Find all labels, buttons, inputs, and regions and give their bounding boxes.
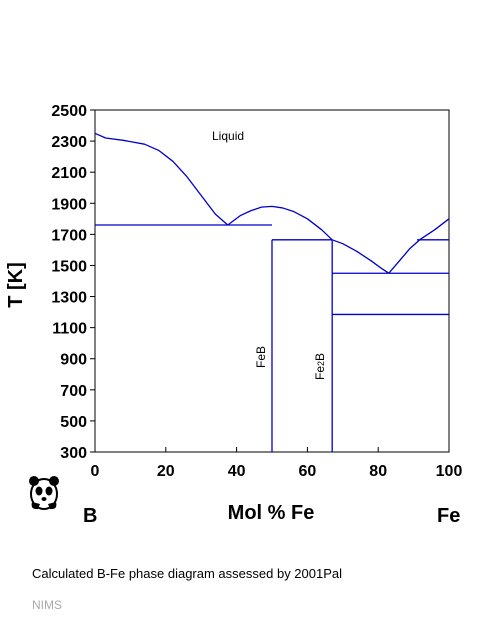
liquidus-line — [388, 218, 450, 274]
fe2b-label-fe: Fe — [313, 366, 327, 380]
phase-boundaries — [94, 132, 450, 452]
y-tick-label: 1500 — [51, 258, 87, 275]
left-endpoint-label: B — [83, 505, 97, 527]
y-tick-label: 500 — [60, 414, 87, 431]
x-tick-label: 100 — [436, 463, 463, 480]
liquidus-line — [94, 132, 229, 226]
y-axis-title: T [K] — [5, 262, 27, 308]
y-tick-label: 2100 — [51, 165, 87, 182]
y-tick-label: 700 — [60, 383, 87, 400]
y-tick-label: 900 — [60, 352, 87, 369]
fe2b-label-b: B — [313, 353, 327, 361]
y-tick-label: 300 — [60, 445, 87, 462]
credit-label: NIMS — [32, 598, 62, 612]
liquidus-line — [227, 205, 333, 241]
x-axis-title: Mol % Fe — [228, 502, 315, 524]
axis-ticks: 3005007009001100130015001700190021002300… — [51, 103, 462, 480]
figure-caption: Calculated B-Fe phase diagram assessed b… — [32, 566, 343, 581]
x-tick-label: 0 — [91, 463, 100, 480]
liquidus-line — [331, 239, 390, 274]
liquid-label: Liquid — [212, 129, 244, 143]
x-tick-label: 20 — [157, 463, 175, 480]
y-tick-label: 1700 — [51, 227, 87, 244]
y-tick-label: 2300 — [51, 134, 87, 151]
panda-icon — [29, 476, 59, 510]
y-tick-label: 1900 — [51, 196, 87, 213]
right-endpoint-label: Fe — [437, 505, 460, 527]
y-tick-label: 1300 — [51, 290, 87, 307]
x-tick-label: 80 — [369, 463, 387, 480]
x-tick-label: 60 — [299, 463, 317, 480]
x-tick-label: 40 — [228, 463, 246, 480]
y-tick-label: 1100 — [52, 321, 87, 338]
fe2b-label: Fe2B — [313, 353, 327, 380]
feb-label: FeB — [254, 346, 268, 368]
y-tick-label: 2500 — [51, 103, 87, 120]
fe2b-label-subscript: 2 — [316, 361, 326, 366]
